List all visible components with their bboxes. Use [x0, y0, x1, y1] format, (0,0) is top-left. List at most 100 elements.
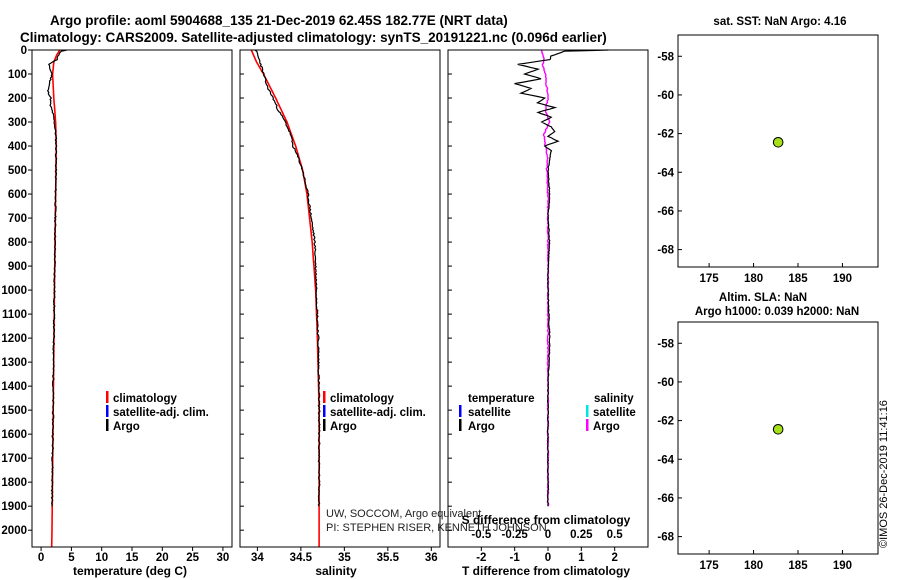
y-tick-label: -64: [657, 454, 674, 466]
y-tick-label: 1800: [1, 477, 27, 489]
x-tick-label: 35.5: [377, 552, 400, 564]
x-tick-label: 0: [38, 552, 44, 564]
y-tick-label: 1500: [1, 405, 27, 417]
x-tick-label: 175: [700, 560, 720, 572]
map-sst-panel: sat. SST: NaN Argo: 4.16 -58 -60 -62 -64 -66…: [657, 16, 879, 285]
y-tick-label: -64: [657, 167, 674, 179]
y-tick-label: 1100: [2, 309, 27, 321]
x-tick-label: 185: [788, 560, 808, 572]
legend-label-t-argo: Argo: [468, 421, 495, 433]
y-tick-label: 300: [8, 117, 27, 129]
legend-label-climatology: climatology: [330, 393, 395, 405]
y-tick-label: 1200: [1, 333, 27, 345]
y-tick-label: 0: [21, 45, 27, 57]
float-position-marker: [772, 137, 784, 148]
y-tick-label: -58: [657, 338, 674, 350]
x-tick-label: 34: [251, 552, 264, 564]
x-tick-label: 2: [611, 552, 617, 564]
x-tick-label: 1: [578, 552, 585, 564]
x-tick-label: 5: [68, 552, 75, 564]
legend-label-s-argo: Argo: [593, 421, 620, 433]
y-tick-label: 1700: [1, 453, 27, 465]
map-sla-subtitle: Argo h1000: 0.039 h2000: NaN: [695, 306, 859, 318]
temperature-xlabel: temperature (deg C): [73, 564, 187, 578]
legend-title-temperature: temperature: [468, 393, 534, 405]
y-tick-label: -66: [657, 493, 674, 505]
x-tick-label: 30: [217, 552, 230, 564]
legend-swatch-climatology: [106, 391, 109, 403]
y-tick-label: 400: [8, 141, 27, 153]
salinity-axes-frame: [239, 49, 441, 548]
x-tick-label: 34.5: [290, 552, 313, 564]
salinity-panel: 34 34.5 35 35.5 36 salinity climatology sate…: [239, 49, 441, 578]
map-sla-title: Altim. SLA: NaN: [719, 292, 807, 304]
legend-swatch-argo: [323, 419, 326, 431]
legend-title-salinity: salinity: [594, 393, 634, 405]
map-sst-axes-frame: [677, 34, 879, 268]
legend-swatch-s-argo: [586, 419, 589, 431]
imos-watermark: ©IMOS 26-Dec-2019 11:41:16: [878, 400, 890, 548]
x-tick-label: 175: [700, 273, 720, 285]
difference-panel: -2 -1 0 1 2 -0.5 -0.25 0 0.25 0.5 S difference fr…: [447, 49, 649, 578]
x-tick-label: 20: [156, 552, 169, 564]
header-line-2: Climatology: CARS2009. Satellite-adjuste…: [20, 30, 607, 45]
y-tick-label: 100: [8, 69, 27, 81]
legend-label-t-satellite: satellite: [468, 407, 511, 419]
legend-label-argo: Argo: [330, 421, 357, 433]
legend-label-climatology: climatology: [113, 393, 178, 405]
legend-swatch-argo: [106, 419, 109, 431]
y-tick-label: 1300: [1, 357, 27, 369]
legend-label-satellite: satellite-adj. clim.: [113, 407, 209, 419]
legend-label-satellite: satellite-adj. clim.: [330, 407, 426, 419]
temperature-panel: 0100200300400500600700800900100011001200…: [1, 45, 233, 578]
difference-axes-frame: [447, 49, 649, 548]
y-tick-label: 2000: [1, 525, 27, 537]
x2-tick-label: -0.25: [502, 529, 529, 541]
x-tick-label: -2: [476, 552, 486, 564]
x-tick-label: 180: [744, 273, 763, 285]
x-tick-label: 36: [425, 552, 438, 564]
footer-line-2: PI: STEPHEN RISER, KENNETH JOHNSON: [326, 522, 547, 534]
argo-line: [46, 49, 67, 507]
x-tick-label: -1: [510, 552, 521, 564]
map-sla-panel: Altim. SLA: NaN Argo h1000: 0.039 h2000:…: [657, 292, 879, 572]
y-tick-label: 600: [8, 189, 27, 201]
argo-line: [254, 49, 321, 507]
y-tick-label: 1600: [1, 429, 27, 441]
legend-swatch-s-satellite: [586, 405, 589, 417]
y-tick-label: -60: [657, 90, 674, 102]
x-tick-label: 190: [833, 273, 852, 285]
legend-swatch-t-satellite: [459, 405, 462, 417]
difference-xlabel: T difference from climatology: [462, 564, 630, 578]
x-tick-label: 10: [95, 552, 108, 564]
legend-swatch-satellite: [323, 405, 326, 417]
legend-label-argo: Argo: [113, 421, 140, 433]
y-tick-label: 800: [8, 237, 27, 249]
y-tick-label: -66: [657, 206, 674, 218]
x-tick-label: 180: [744, 560, 763, 572]
y-tick-label: 1900: [1, 501, 27, 513]
x2-tick-label: 0.5: [607, 529, 624, 541]
y-tick-label: -62: [657, 416, 674, 428]
x2-tick-label: 0.25: [570, 529, 593, 541]
t-argo-line: [514, 49, 609, 507]
legend-label-s-satellite: satellite: [593, 407, 636, 419]
y-tick-label: 1400: [1, 381, 27, 393]
x-tick-label: 185: [788, 273, 808, 285]
y-tick-label: -60: [657, 377, 674, 389]
legend-swatch-t-argo: [459, 419, 462, 431]
x-tick-label: 15: [126, 552, 139, 564]
y-tick-label: 900: [8, 261, 27, 273]
float-position-marker: [772, 424, 784, 435]
climatology-line: [250, 49, 320, 547]
x-tick-label: 190: [833, 560, 852, 572]
y-tick-label: -62: [657, 129, 674, 141]
y-tick-label: 200: [8, 93, 27, 105]
salinity-legend: climatology satellite-adj. clim. Argo: [323, 391, 426, 433]
temperature-axes-frame: [31, 49, 233, 548]
climatology-line: [50, 49, 61, 547]
temperature-legend: climatology satellite-adj. clim. Argo: [106, 391, 209, 433]
x-tick-label: 0: [545, 552, 551, 564]
difference-legend: temperature satellite Argo salinity sate…: [459, 393, 636, 433]
